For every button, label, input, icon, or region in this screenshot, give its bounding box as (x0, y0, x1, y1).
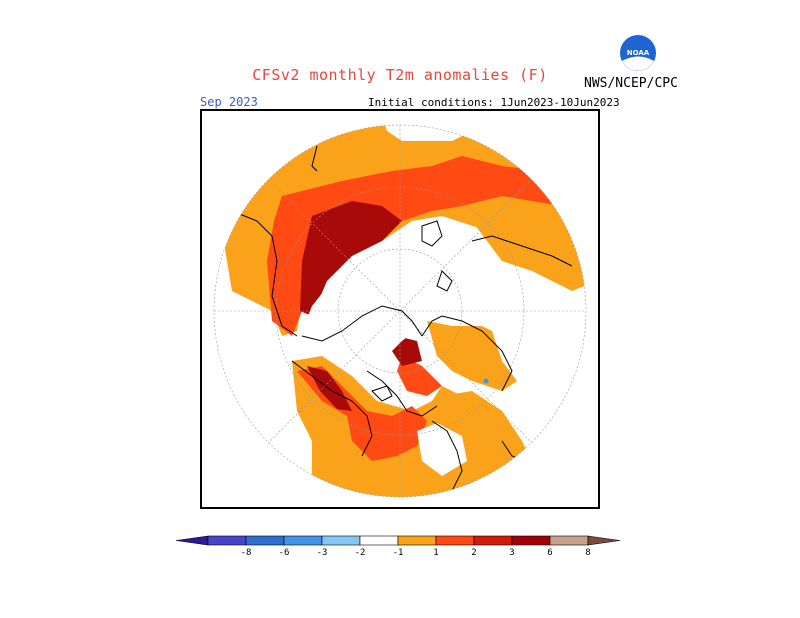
globe-edge (213, 124, 587, 498)
colorbar-swatch (473, 535, 513, 546)
cold-anomaly-dot (483, 378, 489, 384)
map-title: CFSv2 monthly T2m anomalies (F) (252, 66, 548, 84)
colorbar-tick-label: 2 (471, 548, 476, 558)
anomaly-1-region-atlantic (442, 391, 532, 471)
anomaly-3-region-siberia (300, 201, 402, 316)
anomaly-1-region-alaska (472, 221, 586, 286)
neutral-north-cap (382, 125, 472, 141)
anomaly-1-region-east (427, 316, 517, 391)
noaa-logo: NOAA (620, 35, 656, 71)
initial-conditions: Initial conditions: 1Jun2023-10Jun2023 (368, 96, 620, 109)
colorbar-tick-label: -2 (355, 548, 366, 558)
colorbar-swatch (549, 535, 589, 546)
colorbar-tick-label: -1 (393, 548, 404, 558)
colorbar-tick-label: 1 (433, 548, 438, 558)
colorbar-arrow-left (175, 535, 209, 546)
colorbar-tick-label: -6 (279, 548, 290, 558)
colorbar-tick-label: -8 (241, 548, 252, 558)
polar-map (213, 124, 587, 498)
noaa-logo-text: NOAA (627, 49, 650, 57)
neutral-bottom-left (214, 431, 312, 497)
colorbar: -8 -6 -3 -2 -1 1 2 3 6 8 (175, 535, 621, 558)
colorbar-tick-label: 6 (547, 548, 552, 558)
colorbar-swatch (321, 535, 361, 546)
colorbar-tick-label: 8 (585, 548, 590, 558)
valid-month: Sep 2023 (200, 95, 258, 109)
coastlines (231, 145, 573, 492)
anomaly-3-region-europe (307, 366, 352, 411)
colorbar-swatch (511, 535, 551, 546)
colorbar-swatch (435, 535, 475, 546)
map-panel (200, 109, 600, 509)
colorbar-swatch (359, 535, 399, 546)
colorbar-tick-label: 3 (509, 548, 514, 558)
anomaly-2-region-canada (397, 356, 442, 396)
colorbar-swatch (245, 535, 285, 546)
colorbar-arrow-right (587, 535, 621, 546)
colorbar-swatch (283, 535, 323, 546)
neutral-bottom-center (417, 423, 467, 476)
neutral-arctic (302, 251, 502, 366)
colorbar-swatch (207, 535, 247, 546)
agency-label: NWS/NCEP/CPC (584, 76, 678, 91)
colorbar-swatch (397, 535, 437, 546)
colorbar-tick-label: -3 (317, 548, 328, 558)
